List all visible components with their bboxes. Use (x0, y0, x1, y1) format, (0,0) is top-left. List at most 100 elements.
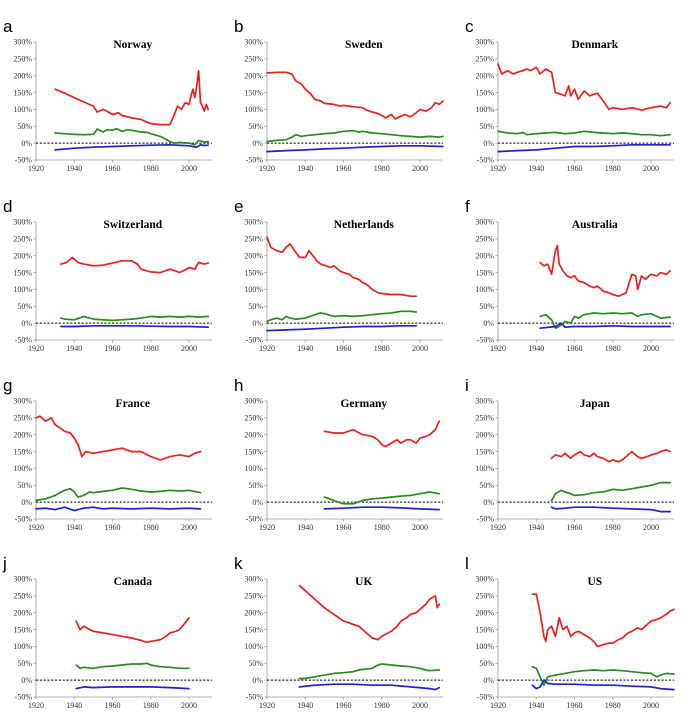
y-tick-label: 50% (17, 302, 32, 311)
y-tick-label: 250% (244, 414, 263, 423)
x-tick-label: 1940 (528, 523, 544, 532)
panel-letter: d (3, 197, 12, 216)
y-tick-label: 150% (13, 625, 32, 634)
series-line-red (550, 449, 672, 463)
y-tick-label: 200% (13, 71, 32, 80)
panel-g: g France 300% 250% 200% 150% 100% 50% 0% -50%1920… (3, 376, 212, 532)
x-tick-label: 2000 (181, 701, 197, 710)
y-tick-label: 300% (13, 575, 32, 584)
series-line-red (298, 584, 441, 641)
x-tick-label: 1920 (490, 164, 506, 173)
y-tick-label: -50% (477, 156, 495, 165)
y-tick-label: 250% (475, 55, 494, 64)
y-tick-label: -50% (15, 693, 33, 702)
y-tick-label: 0% (252, 319, 263, 328)
x-tick-label: 2000 (181, 344, 197, 353)
series-line-green (323, 491, 441, 505)
y-tick-label: 100% (244, 464, 263, 473)
x-tick-label: 1960 (336, 164, 352, 173)
y-tick-label: 250% (475, 414, 494, 423)
y-tick-label: 100% (475, 464, 494, 473)
panel-f: fAustralia300%250%200%150%100%50%0%-50%1… (465, 197, 674, 353)
y-tick-label: 300% (244, 397, 263, 406)
series-line-green (266, 310, 418, 323)
y-tick-label: 300% (244, 38, 263, 47)
x-tick-label: 1940 (528, 164, 544, 173)
panel-h: h Germany 300% 250% 200% 150% 100% 50% 0% -50%192… (234, 376, 443, 532)
series-line-blue (266, 144, 444, 153)
series-line-blue (550, 506, 672, 513)
x-tick-label: 1960 (567, 523, 583, 532)
x-tick-label: 1980 (374, 344, 390, 353)
x-tick-label: 2000 (643, 344, 659, 353)
y-tick-label: 150% (13, 88, 32, 97)
y-tick-label: 0% (21, 139, 32, 148)
x-tick-label: 1920 (259, 164, 275, 173)
series-line-blue (531, 679, 675, 691)
series-line-green (298, 663, 441, 680)
y-tick-label: 150% (244, 268, 263, 277)
series-line-green (60, 315, 210, 322)
x-tick-label: 1920 (28, 523, 44, 532)
x-tick-label: 1960 (336, 523, 352, 532)
x-tick-label: 1920 (259, 344, 275, 353)
y-tick-label: 200% (475, 251, 494, 260)
panel-title: Japan (580, 398, 611, 410)
x-tick-label: 2000 (412, 523, 428, 532)
y-tick-label: 150% (244, 625, 263, 634)
y-tick-label: -50% (246, 336, 264, 345)
series-line-green (54, 127, 210, 146)
x-tick-label: 1980 (143, 164, 159, 173)
panel-title: UK (355, 576, 372, 588)
x-tick-label: 1920 (490, 523, 506, 532)
x-tick-label: 1980 (605, 701, 621, 710)
y-tick-label: 100% (244, 105, 263, 114)
x-tick-label: 1920 (259, 523, 275, 532)
y-tick-label: -50% (15, 156, 33, 165)
x-tick-label: 1920 (28, 701, 44, 710)
y-tick-label: 200% (13, 430, 32, 439)
y-tick-label: 0% (21, 676, 32, 685)
y-tick-label: 150% (13, 447, 32, 456)
series-line-green (35, 487, 202, 502)
x-tick-label: 1980 (374, 701, 390, 710)
panel-b: b Sweden 300% 250% 200% 150% 100% 50% 0% -50%1920… (234, 17, 444, 173)
y-tick-label: -50% (246, 693, 264, 702)
y-tick-label: 50% (17, 122, 32, 131)
y-tick-label: -50% (15, 336, 33, 345)
x-tick-label: 1940 (297, 523, 313, 532)
y-tick-label: -50% (15, 515, 33, 524)
y-tick-label: 200% (13, 608, 32, 617)
x-tick-label: 1960 (105, 701, 121, 710)
y-tick-label: 0% (252, 139, 263, 148)
panel-letter: e (234, 197, 243, 216)
series-line-blue (539, 322, 672, 330)
y-tick-label: 200% (13, 251, 32, 260)
x-tick-label: 1980 (143, 523, 159, 532)
x-tick-label: 1980 (374, 523, 390, 532)
panel-letter: j (2, 554, 7, 573)
y-tick-label: 50% (17, 481, 32, 490)
y-tick-label: 0% (483, 319, 494, 328)
x-tick-label: 1940 (66, 701, 82, 710)
series-line-red (60, 256, 210, 274)
y-tick-label: 100% (13, 105, 32, 114)
x-tick-label: 2000 (181, 164, 197, 173)
y-tick-label: 50% (248, 659, 263, 668)
panel-a: a Norway 300% 250% 200% 150% 100% 50% 0% -50%1920… (3, 17, 212, 173)
series-line-blue (54, 143, 210, 151)
x-tick-label: 1980 (143, 701, 159, 710)
series-line-blue (266, 324, 418, 332)
x-tick-label: 2000 (412, 164, 428, 173)
series-line-blue (60, 324, 210, 329)
y-tick-label: 300% (13, 218, 32, 227)
y-tick-label: 0% (483, 498, 494, 507)
panel-letter: l (465, 554, 469, 573)
y-tick-label: 300% (244, 218, 263, 227)
x-tick-label: 1920 (259, 701, 275, 710)
y-tick-label: -50% (246, 156, 264, 165)
y-tick-label: 50% (479, 481, 494, 490)
panel-j: j Canada 300% 250% 200% 150% 100% 50% 0% -50%1920… (2, 554, 212, 710)
y-tick-label: 100% (13, 464, 32, 473)
